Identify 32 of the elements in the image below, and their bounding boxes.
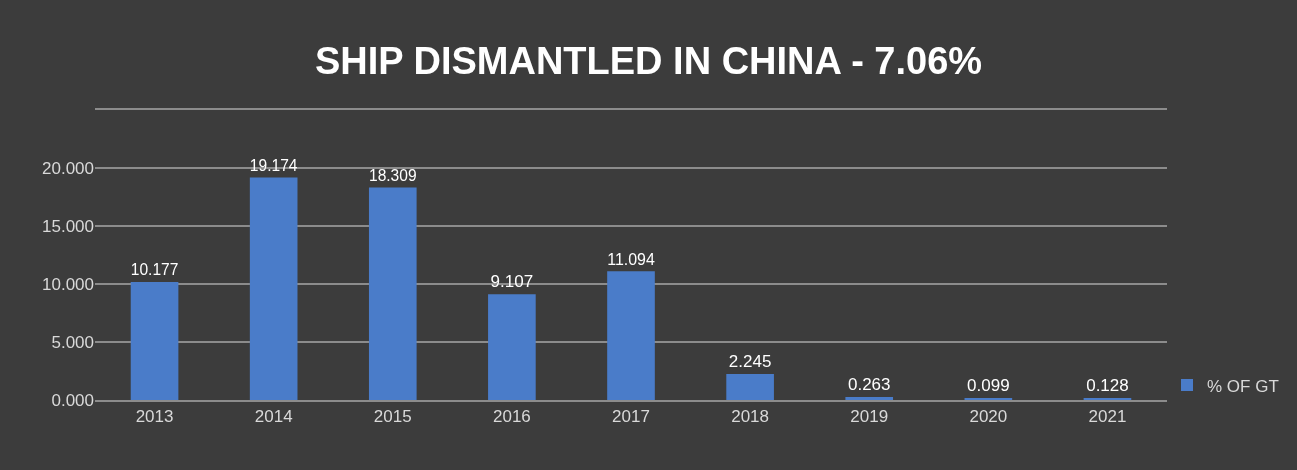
legend-label: % OF GT [1207,376,1279,396]
y-tick-label: 5.000 [51,332,94,352]
data-label: 2.245 [728,351,772,371]
y-tick-label: 0.000 [51,390,94,410]
data-label: 0.128 [1086,376,1129,395]
bar [845,396,894,400]
y-tick-label: 10.000 [42,274,94,294]
data-label: 0.263 [847,374,891,394]
data-label: 11.094 [607,250,655,268]
x-tick-label: 2018 [731,407,770,427]
x-tick-label: 2017 [612,407,650,427]
data-label: 18.309 [368,166,417,184]
bar [130,281,179,400]
data-label: 0.099 [967,376,1010,395]
x-tick-label: 2013 [135,407,174,427]
x-tick-label: 2019 [850,407,889,427]
x-tick-label: 2015 [373,407,412,427]
data-label: 10.177 [130,261,179,279]
y-tick-label: 15.000 [42,216,94,236]
chart-title: SHIP DISMANTLED IN CHINA - 7.06% [314,39,983,82]
y-tick-label: 20.000 [42,158,94,178]
x-tick-label: 2014 [254,407,293,427]
x-tick-label: 2020 [969,407,1008,427]
x-tick-label: 2016 [492,407,531,427]
bar [726,373,774,400]
data-label: 9.107 [490,272,534,292]
bar [607,271,655,400]
x-tick-label: 2021 [1088,407,1127,427]
bar [368,187,417,400]
bar [249,177,298,400]
data-label: 19.174 [249,156,298,174]
bar [488,294,536,400]
